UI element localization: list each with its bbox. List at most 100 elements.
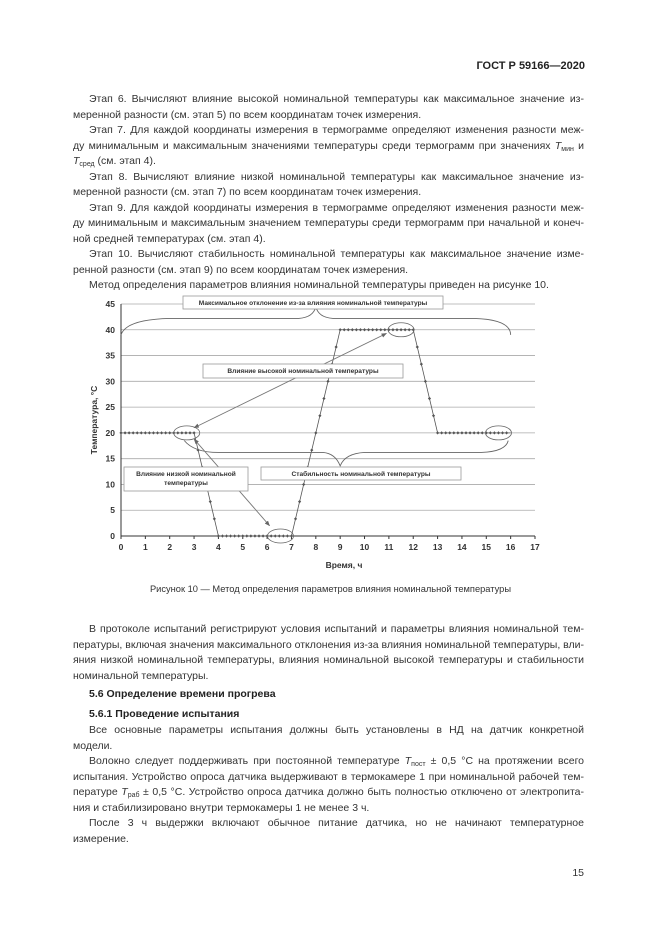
symbol-subscript: пост (411, 761, 426, 768)
symbol: T (73, 155, 80, 167)
data-point-marker (135, 431, 139, 435)
data-point-marker (123, 431, 127, 435)
x-tick-label: 12 (409, 542, 419, 552)
section-heading: 5.6 Определение времени прогрева (89, 688, 276, 700)
text-line: меренной разности (см. этап 5) по всем к… (73, 108, 584, 124)
x-tick-label: 5 (240, 542, 245, 552)
data-point-marker (176, 431, 180, 435)
data-point-marker (444, 431, 448, 435)
data-point-marker (228, 534, 233, 538)
annotation-text: Влияние низкой номинальной (136, 470, 236, 478)
data-point-marker (208, 500, 212, 504)
data-point-marker (399, 328, 403, 332)
text-line: ния и стабилизировано внутри термокамеры… (73, 801, 584, 817)
data-point-marker (192, 431, 196, 435)
annotation-text: температуры (164, 480, 208, 487)
symbol: T (554, 139, 562, 152)
data-point-marker (318, 414, 322, 418)
data-point-marker (293, 517, 298, 521)
text-line: меренной разности (см. этап 7) по всем к… (73, 185, 584, 201)
data-point-marker (350, 328, 354, 332)
x-tick-label: 3 (192, 542, 197, 552)
data-point-marker (403, 328, 407, 332)
data-point-marker (119, 431, 123, 435)
text-line: ренной разности (см. этап 9) по всем коо… (73, 263, 584, 279)
data-point-marker (269, 534, 273, 538)
text-segment: ду минимальным и максимальным значением … (73, 217, 584, 229)
data-point-marker (143, 431, 147, 435)
x-axis-label: Время, ч (326, 560, 363, 570)
document-id: ГОСТ Р 59166—2020 (476, 60, 585, 72)
annotation-box-frame (123, 466, 249, 492)
text-block-protocol: В протоколе испытаний регистрируют услов… (73, 622, 584, 684)
data-point-marker (354, 328, 359, 332)
x-tick-label: 8 (313, 542, 318, 552)
y-tick-label: 30 (106, 376, 116, 386)
y-tick-label: 35 (106, 351, 116, 361)
data-point-marker (456, 431, 460, 435)
text-segment: номинальной температуры. (73, 669, 209, 682)
high-influence-arrow (193, 332, 387, 429)
text-line: Метод определения параметров влияния ном… (73, 278, 584, 294)
data-point-marker (391, 328, 395, 332)
text-segment: пературы, включая значения максимального… (73, 638, 584, 651)
max-deviation-brace (120, 306, 512, 336)
text-segment: измерение. (73, 832, 129, 845)
data-point-marker (249, 534, 253, 538)
text-line: Этап 8. Вычисляют влияние низкой номинал… (73, 170, 584, 186)
data-point-marker (464, 431, 468, 435)
data-point-marker (164, 431, 168, 435)
y-tick-label: 40 (106, 325, 116, 335)
x-tick-label: 6 (265, 542, 270, 552)
symbol: T (404, 755, 412, 767)
text-segment: ± 0,5 °С на протяжении всего (425, 755, 585, 767)
text-line: ной средней температурах (см. этап 4). (73, 232, 584, 248)
data-point-marker (431, 414, 436, 418)
data-point-marker (261, 534, 265, 538)
symbol-subscript: мин (561, 145, 574, 153)
data-point-marker (297, 500, 302, 504)
data-point-marker (277, 534, 281, 538)
text-segment: Этап 6. Вычисляют влияние высокой номина… (89, 93, 584, 105)
data-point-marker (407, 328, 411, 332)
data-point-marker (492, 431, 497, 435)
y-tick-label: 25 (106, 402, 116, 412)
data-point-marker (151, 431, 156, 435)
data-point-marker (383, 328, 387, 332)
text-segment: Метод определения параметров влияния ном… (89, 279, 549, 291)
data-point-marker (448, 431, 452, 435)
text-segment: После 3 ч выдержки включают обычное пита… (89, 817, 584, 829)
text-line: Этап 7. Для каждой координаты измерения … (73, 123, 584, 139)
data-point-marker (500, 431, 505, 435)
data-point-marker (358, 328, 363, 332)
y-tick-label: 10 (106, 479, 116, 489)
data-point-marker (375, 328, 379, 332)
x-tick-label: 16 (506, 542, 516, 552)
y-tick-label: 20 (106, 428, 116, 438)
annotation-max-deviation: Максимальное отклонение из-за влияния но… (182, 295, 444, 310)
text-segment: ния и стабилизировано внутри термокамеры… (73, 801, 370, 814)
data-point-marker (338, 328, 342, 332)
data-point-marker (395, 328, 399, 332)
data-point-marker (484, 431, 488, 435)
data-point-marker (468, 431, 472, 435)
annotation-box-frame (202, 363, 404, 379)
data-point-marker (302, 482, 306, 487)
annotation-text: Стабильность номинальной температуры (291, 470, 430, 478)
x-tick-label: 15 (482, 542, 492, 552)
symbol: T (121, 786, 128, 798)
text-line: Этап 10. Вычисляют стабильность номиналь… (73, 247, 584, 263)
text-line: Tсред (см. этап 4). (73, 154, 584, 170)
data-point-marker (289, 534, 294, 538)
x-tick-label: 9 (338, 542, 343, 552)
data-point-marker (415, 345, 419, 349)
data-point-marker (342, 328, 346, 332)
text-line: В протоколе испытаний регистрируют услов… (73, 622, 584, 638)
data-point-marker (460, 431, 464, 435)
text-segment: и (573, 139, 584, 152)
data-point-marker (184, 431, 188, 435)
data-point-marker (188, 431, 192, 435)
data-point-marker (233, 534, 237, 538)
x-tick-label: 7 (289, 542, 294, 552)
y-axis-label: Температура, °С (89, 386, 99, 455)
